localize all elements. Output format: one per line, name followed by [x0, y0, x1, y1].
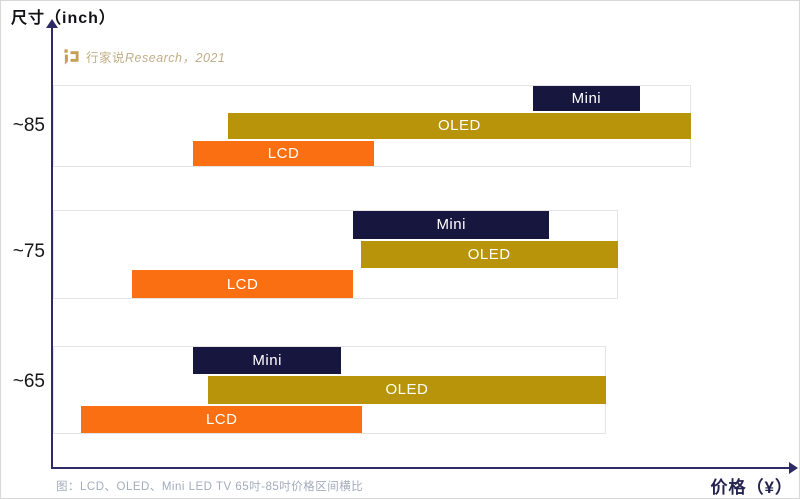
price-range-bar-mini-65: Mini: [193, 347, 342, 375]
bar-label: OLED: [437, 117, 481, 135]
bar-label: Mini: [252, 352, 282, 370]
y-tick-65: ~65: [12, 371, 45, 392]
price-range-bar-mini-85: Mini: [532, 86, 641, 112]
bar-label: Mini: [436, 216, 466, 234]
bar-label: OLED: [385, 381, 429, 399]
price-range-bar-oled-85: OLED: [228, 113, 691, 139]
y-tick-75: ~75: [12, 241, 45, 262]
watermark: 行家说Research，2021: [63, 47, 225, 66]
price-range-bar-oled-65: OLED: [207, 376, 606, 404]
y-axis-title: 尺寸（inch）: [11, 10, 116, 27]
price-range-bar-lcd-75: LCD: [131, 270, 354, 298]
x-axis-line: [51, 467, 791, 469]
watermark-text: 行家说Research，2021: [86, 51, 226, 65]
bar-label: LCD: [205, 410, 238, 428]
x-axis-title: 价格（¥）: [710, 478, 793, 497]
figure-caption: 图：LCD、OLED、Mini LED TV 65吋-85吋价格区间横比: [56, 481, 364, 493]
bar-label: LCD: [226, 275, 259, 293]
price-range-bar-lcd-65: LCD: [81, 405, 363, 433]
bar-label: OLED: [467, 245, 511, 263]
price-range-bar-mini-75: Mini: [353, 211, 550, 239]
bar-label: LCD: [267, 144, 300, 162]
hangjiashuo-logo-icon: [63, 48, 80, 65]
y-axis-line: [51, 27, 53, 468]
price-range-bar-oled-75: OLED: [360, 240, 618, 269]
price-range-bar-lcd-85: LCD: [193, 140, 375, 166]
y-axis-arrow-icon: [46, 19, 58, 28]
x-axis-arrow-icon: [789, 462, 798, 474]
y-tick-85: ~85: [12, 115, 45, 136]
bar-label: Mini: [571, 90, 602, 108]
